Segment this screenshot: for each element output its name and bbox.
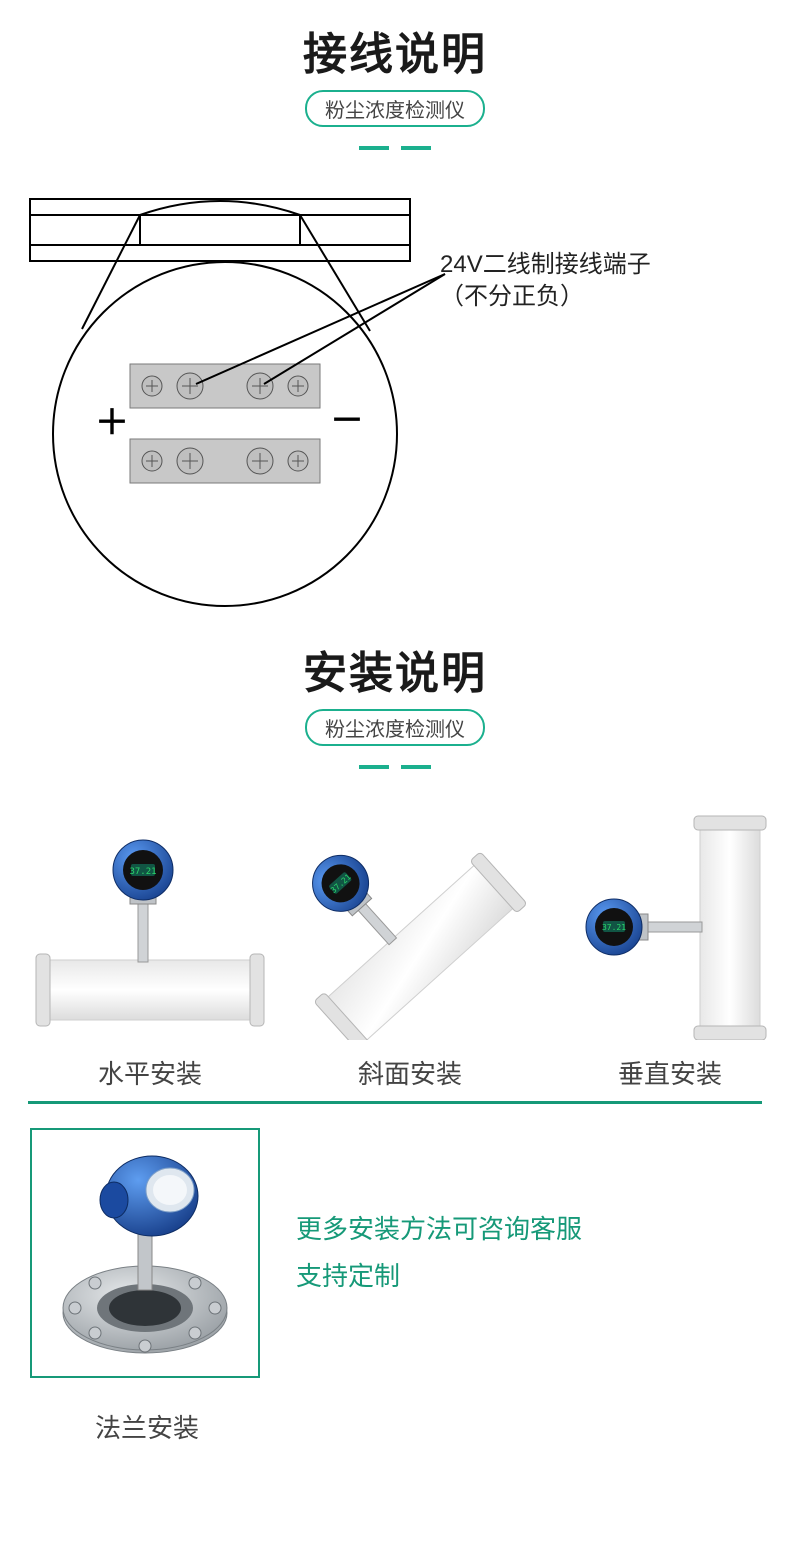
flange-caption: 法兰安装 [30, 1408, 264, 1445]
callout-line2: （不分正负） [440, 281, 651, 313]
install-grid: 37.21 水平安装 [0, 774, 790, 1091]
flange-image-box [30, 1128, 260, 1378]
install-subtitle: 粉尘浓度检测仪 [305, 709, 485, 746]
svg-text:37.21: 37.21 [602, 923, 626, 932]
install-caption-vertical: 垂直安装 [550, 1054, 790, 1091]
flange-block [30, 1128, 260, 1378]
minus-symbol: － [330, 402, 364, 440]
wiring-subtitle: 粉尘浓度检测仪 [305, 90, 485, 127]
install-caption-horizontal: 水平安装 [30, 1054, 270, 1091]
bottom-text-block: 更多安装方法可咨询客服 支持定制 [296, 1206, 582, 1300]
wiring-title: 接线说明 [0, 18, 790, 82]
wiring-section-header: 接线说明 粉尘浓度检测仪 [0, 0, 790, 155]
plus-symbol: ＋ [95, 404, 129, 442]
install-item-horizontal: 37.21 水平安装 [30, 810, 270, 1091]
bottom-text-line1: 更多安装方法可咨询客服 [296, 1206, 582, 1253]
callout-line1: 24V二线制接线端子 [440, 249, 651, 281]
bottom-row: 更多安装方法可咨询客服 支持定制 [0, 1104, 790, 1398]
install-section-header: 安装说明 粉尘浓度检测仪 [0, 619, 790, 774]
wiring-diagram: ＋ － 24V二线制接线端子 （不分正负） [0, 189, 790, 619]
install-caption-diagonal: 斜面安装 [290, 1054, 530, 1091]
bottom-text-line2: 支持定制 [296, 1253, 582, 1300]
install-item-vertical: 37.21 垂直安装 [550, 810, 790, 1091]
divider-dashes [0, 137, 790, 155]
wiring-callout: 24V二线制接线端子 （不分正负） [440, 249, 651, 314]
svg-text:37.21: 37.21 [129, 867, 156, 877]
install-title: 安装说明 [0, 637, 790, 701]
install-item-diagonal: 37.21 斜面安装 [290, 810, 530, 1091]
divider-dashes-2 [0, 756, 790, 774]
